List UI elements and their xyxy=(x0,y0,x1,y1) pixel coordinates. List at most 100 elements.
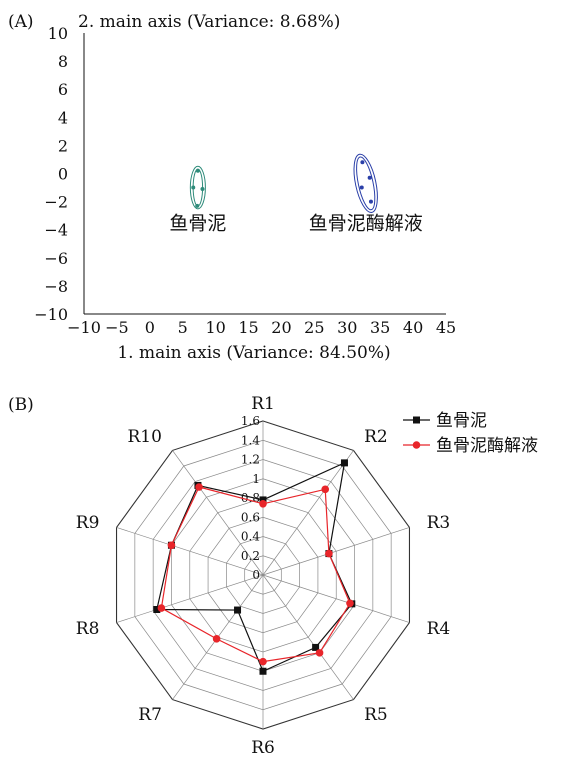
pca-point xyxy=(367,175,372,180)
radar-category-labels: R1 R2 R3 R4 R5 R6 R7 R8 R9 R10 xyxy=(76,394,450,758)
radar-marker xyxy=(259,499,267,508)
radar-category-label: R9 xyxy=(76,513,100,533)
radar-radial-tick-label: 0.8 xyxy=(241,491,260,505)
legend-marker xyxy=(412,441,421,449)
legend-entry-2: 鱼骨泥酶解液 xyxy=(403,436,538,456)
pca-x-tick-label: 5 xyxy=(178,318,188,337)
radar-marker xyxy=(325,549,333,558)
radar-marker xyxy=(259,657,267,666)
radar-spoke xyxy=(116,527,264,576)
radar-series xyxy=(153,459,356,675)
confidence-ellipse-outer xyxy=(353,153,378,213)
pca-group-2: 鱼骨泥酶解液 xyxy=(309,153,423,235)
radar-spoke xyxy=(262,450,354,576)
radar-marker xyxy=(259,496,267,504)
radar-spoke xyxy=(262,574,410,623)
confidence-ellipse-outer xyxy=(189,165,206,210)
pca-point xyxy=(191,185,196,190)
pca-point xyxy=(368,199,373,204)
radar-radial-tick-label: 0 xyxy=(252,568,260,582)
radar-grid xyxy=(115,420,411,730)
radar-category-label: R7 xyxy=(138,705,162,725)
pca-y-tick-label: 4 xyxy=(58,108,68,127)
radar-marker xyxy=(346,599,354,608)
confidence-ellipse-inner xyxy=(356,156,376,211)
radar-marker xyxy=(312,643,320,651)
radar-category-label: R1 xyxy=(251,394,275,414)
radar-radial-tick-label: 1.4 xyxy=(241,433,260,447)
pca-y-axis-label: 2. main axis (Variance: 8.68%) xyxy=(78,12,340,32)
radar-category-label: R5 xyxy=(364,705,388,725)
pca-x-tick-label: −10 xyxy=(67,318,101,337)
radar-category-label: R10 xyxy=(127,427,161,447)
pca-y-tick-label: 8 xyxy=(58,52,68,71)
radar-radial-tick-label: 0.2 xyxy=(241,549,260,563)
panel-b-radar: (B) 0 0.2 0.4 0.6 0.8 1 1.2 1.4 1.6 R1 R2 R3 R4 R5 R6… xyxy=(8,394,538,758)
panel-a-label: (A) xyxy=(8,12,34,32)
legend-marker xyxy=(413,416,420,424)
radar-radial-tick-label: 0.6 xyxy=(241,510,260,524)
pca-y-tick-label: −8 xyxy=(44,277,68,296)
pca-axes xyxy=(83,33,446,315)
radar-marker xyxy=(167,541,176,550)
radar-category-label: R2 xyxy=(364,427,388,447)
legend-label: 鱼骨泥 xyxy=(436,411,487,431)
pca-x-tick-label: 15 xyxy=(238,318,258,337)
radar-marker xyxy=(153,606,161,614)
pca-point xyxy=(360,160,365,165)
radar-category-label: R3 xyxy=(427,513,451,533)
radar-radial-ticks: 0 0.2 0.4 0.6 0.8 1 1.2 1.4 1.6 xyxy=(241,414,260,582)
pca-x-axis-label: 1. main axis (Variance: 84.50%) xyxy=(117,343,390,363)
radar-radial-tick-label: 1.6 xyxy=(241,414,260,428)
pca-point xyxy=(195,168,200,173)
pca-x-tick-label: 35 xyxy=(370,318,390,337)
pca-group-label: 鱼骨泥 xyxy=(169,213,226,235)
radar-category-label: R8 xyxy=(76,619,100,639)
radar-category-label: R6 xyxy=(251,738,275,758)
radar-marker xyxy=(234,606,242,614)
radar-spoke xyxy=(116,574,264,623)
pca-x-tick-label: −5 xyxy=(105,318,129,337)
pca-point xyxy=(359,185,364,190)
legend-label: 鱼骨泥酶解液 xyxy=(436,436,538,456)
legend-entry-1: 鱼骨泥 xyxy=(403,411,487,431)
radar-spoke xyxy=(262,527,410,576)
pca-point xyxy=(200,186,205,191)
radar-radial-tick-label: 1 xyxy=(252,472,260,486)
pca-x-tick-label: 0 xyxy=(145,318,155,337)
pca-y-tick-label: 0 xyxy=(58,165,68,184)
pca-y-tick-label: 2 xyxy=(58,136,68,155)
radar-marker xyxy=(340,459,348,467)
radar-category-label: R4 xyxy=(427,619,451,639)
pca-x-tick-label: 10 xyxy=(205,318,225,337)
pca-y-tick-label: −2 xyxy=(44,193,68,212)
radar-spoke xyxy=(172,450,264,576)
pca-x-tick-label: 40 xyxy=(403,318,423,337)
pca-group-1: 鱼骨泥 xyxy=(169,165,226,235)
pca-groups: 鱼骨泥 鱼骨泥酶解液 xyxy=(169,153,423,235)
radar-spoke xyxy=(262,574,354,700)
pca-x-tick-label: 45 xyxy=(436,318,456,337)
pca-group-label: 鱼骨泥酶解液 xyxy=(309,213,423,235)
pca-x-tick-label: 20 xyxy=(271,318,291,337)
radar-marker xyxy=(321,485,330,494)
pca-y-tick-label: −6 xyxy=(44,249,68,268)
radar-marker xyxy=(212,635,221,643)
radar-marker xyxy=(259,667,267,675)
radar-marker xyxy=(157,604,166,612)
pca-point xyxy=(195,203,200,208)
pca-y-tick-label: 6 xyxy=(58,80,68,99)
pca-y-tick-label: 10 xyxy=(48,24,68,43)
pca-x-tick-label: 25 xyxy=(304,318,324,337)
pca-x-tick-label: 30 xyxy=(337,318,357,337)
radar-marker xyxy=(315,649,324,657)
radar-marker xyxy=(195,483,203,491)
radar-radial-tick-label: 0.4 xyxy=(241,530,260,544)
panel-a-pca: (A) 2. main axis (Variance: 8.68%) −10 −8… xyxy=(8,12,456,363)
radar-series-2 xyxy=(157,483,354,666)
pca-y-tick-label: −10 xyxy=(34,305,68,324)
pca-y-tick-label: −4 xyxy=(44,221,68,240)
